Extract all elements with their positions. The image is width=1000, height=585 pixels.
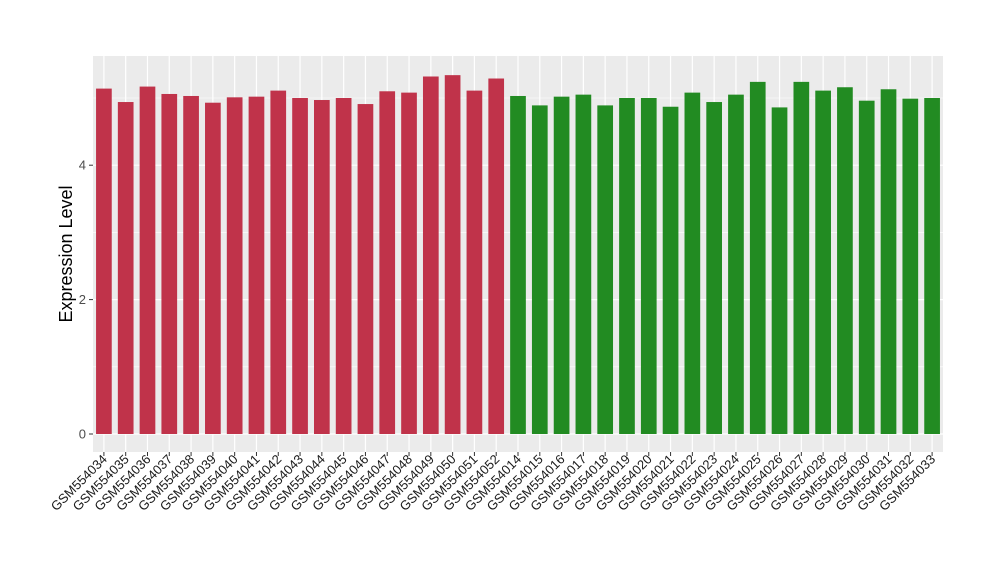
bar-GSM554030 (858, 100, 875, 435)
bar-GSM554036 (139, 86, 156, 435)
bar-GSM554024 (728, 94, 744, 434)
bar-GSM554015 (531, 105, 548, 434)
y-axis: 0 2 4 (79, 158, 93, 442)
bar-GSM554027 (793, 81, 810, 434)
bar-GSM554045 (335, 98, 352, 434)
bar-GSM554048 (401, 92, 417, 435)
bar-GSM554023 (706, 102, 722, 435)
bar-GSM554050 (444, 75, 461, 434)
bar-GSM554049 (422, 76, 439, 434)
bar-GSM554018 (597, 105, 614, 434)
bar-GSM554042 (270, 90, 287, 434)
bar-GSM554047 (379, 91, 396, 434)
bar-GSM554029 (837, 87, 853, 435)
bar-GSM554033 (924, 98, 940, 434)
bar-GSM554022 (684, 92, 701, 435)
bar-GSM554035 (117, 102, 134, 435)
bar-GSM554014 (510, 95, 526, 434)
bar-GSM554043 (292, 98, 308, 434)
bar-GSM554016 (553, 96, 570, 434)
bar-GSM554039 (205, 102, 221, 434)
bar-GSM554031 (880, 89, 897, 434)
bar-GSM554044 (314, 100, 330, 435)
bar-GSM554019 (619, 98, 635, 434)
y-tick-label: 0 (79, 427, 86, 442)
bar-GSM554028 (815, 90, 831, 434)
bar-GSM554034 (96, 88, 112, 434)
bar-GSM554032 (902, 98, 919, 434)
bar-GSM554046 (357, 104, 374, 434)
bar-GSM554040 (226, 97, 243, 434)
bar-GSM554020 (640, 98, 657, 434)
bar-GSM554021 (662, 106, 679, 435)
bar-GSM554051 (466, 90, 483, 434)
y-axis-label: Expression Level (56, 185, 76, 322)
bar-GSM554026 (771, 107, 788, 435)
bar-GSM554037 (161, 93, 178, 434)
y-tick-label: 2 (79, 292, 86, 307)
bars (96, 75, 940, 435)
bar-GSM554017 (575, 94, 592, 434)
y-tick-label: 4 (79, 158, 86, 173)
bar-GSM554052 (488, 78, 505, 435)
bar-GSM554025 (749, 81, 766, 434)
x-axis: GSM554034GSM554035GSM554036GSM554037GSM5… (48, 452, 938, 514)
bar-GSM554041 (248, 96, 265, 434)
bar-GSM554038 (183, 95, 199, 434)
